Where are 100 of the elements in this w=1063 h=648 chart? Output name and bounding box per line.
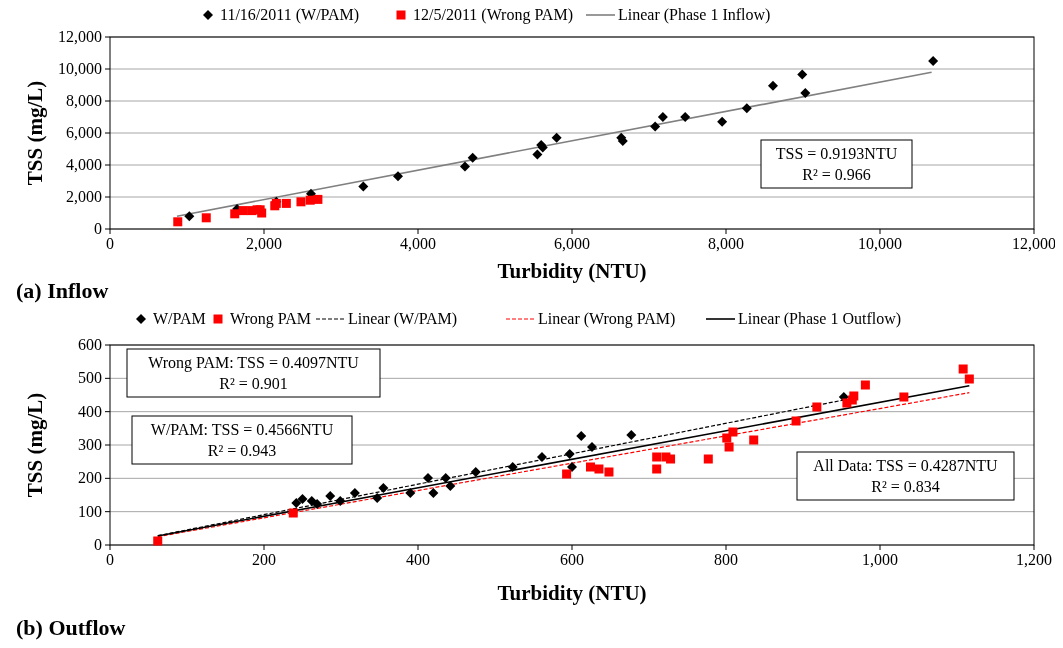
point <box>428 488 439 498</box>
point <box>703 454 713 464</box>
point <box>728 427 738 437</box>
point <box>325 491 336 501</box>
x-tick-label: 8,000 <box>708 235 744 252</box>
point <box>349 488 360 498</box>
point <box>567 462 577 472</box>
x-axis-title: Turbidity (NTU) <box>497 259 647 283</box>
point <box>378 483 389 493</box>
legend-label: W/PAM <box>153 310 206 327</box>
legend-label: Linear (Phase 1 Outflow) <box>738 310 902 328</box>
point <box>358 181 369 192</box>
x-tick-label: 600 <box>560 551 584 568</box>
point <box>405 488 416 498</box>
point <box>297 494 308 504</box>
point <box>392 171 403 182</box>
annotation: TSS = 0.9193NTU R² = 0.966 <box>775 145 898 183</box>
x-tick-label: 400 <box>406 551 430 568</box>
point <box>562 469 572 479</box>
point <box>724 442 734 452</box>
annotation: All Data: TSS = 0.4287NTU R² = 0.834 <box>813 457 999 495</box>
point <box>230 209 240 219</box>
point <box>564 449 575 459</box>
y-tick-label: 400 <box>78 402 102 420</box>
point <box>585 462 595 472</box>
y-tick-label: 10,000 <box>58 60 102 77</box>
legend-label: Linear (W/PAM) <box>348 310 458 328</box>
point <box>459 161 470 172</box>
x-tick-label: 4,000 <box>400 235 436 252</box>
y-tick-label: 12,000 <box>58 28 102 45</box>
point <box>652 464 662 474</box>
point <box>536 452 547 462</box>
x-tick-label: 10,000 <box>858 235 902 252</box>
y-tick-label: 100 <box>78 502 102 520</box>
legend-label: Linear (Wrong PAM) <box>538 310 676 328</box>
x-tick-label: 0 <box>106 551 114 568</box>
point <box>576 431 587 441</box>
point <box>958 364 968 374</box>
point <box>791 416 801 426</box>
y-axis-title: TSS (mg/L) <box>23 392 47 498</box>
y-tick-label: 300 <box>78 436 102 453</box>
point <box>666 454 676 464</box>
y-tick-label: 2,000 <box>66 188 102 205</box>
point <box>594 464 604 474</box>
y-tick-label: 4,000 <box>66 156 102 173</box>
point <box>626 430 637 440</box>
x-tick-label: 6,000 <box>554 235 590 252</box>
point <box>281 198 291 208</box>
point <box>440 473 451 483</box>
annotation: Wrong PAM: TSS = 0.4097NTU R² = 0.901 <box>148 354 360 392</box>
point <box>749 435 759 445</box>
y-tick-label: 600 <box>78 336 102 353</box>
point <box>306 496 317 506</box>
point <box>551 132 562 143</box>
point <box>800 88 811 98</box>
point <box>812 402 822 412</box>
x-tick-label: 12,000 <box>1012 235 1056 252</box>
point <box>313 194 323 204</box>
legend-label: 12/5/2011 (Wrong PAM) <box>413 6 573 24</box>
point <box>296 197 306 207</box>
point <box>201 213 211 223</box>
point <box>767 80 778 91</box>
legend-label: 11/16/2011 (W/PAM) <box>220 6 360 24</box>
y-axis-title: TSS (mg/L) <box>23 80 47 186</box>
x-tick-label: 2,000 <box>246 235 282 252</box>
point <box>604 467 614 477</box>
text: (b) Outflow <box>16 615 126 640</box>
annotation: W/PAM: TSS = 0.4566NTU R² = 0.943 <box>150 421 334 459</box>
y-tick-label: 8,000 <box>66 92 102 109</box>
x-tick-label: 1,200 <box>1016 551 1052 568</box>
y-tick-label: 6,000 <box>66 124 102 141</box>
x-axis-title: Turbidity (NTU) <box>497 581 647 605</box>
y-tick-label: 200 <box>78 469 102 487</box>
point <box>372 493 383 503</box>
point <box>173 217 183 227</box>
point <box>335 496 346 506</box>
point <box>507 462 518 472</box>
point <box>928 56 939 66</box>
y-tick-label: 0 <box>94 536 102 553</box>
point <box>467 152 478 163</box>
x-tick-label: 200 <box>252 551 276 568</box>
point <box>291 498 302 508</box>
point <box>650 121 661 132</box>
point <box>532 149 543 160</box>
point <box>860 380 870 390</box>
point <box>717 116 728 127</box>
point <box>849 391 859 401</box>
point <box>657 112 668 122</box>
point <box>153 536 163 546</box>
point <box>741 103 752 114</box>
legend-label: Wrong PAM <box>230 310 311 328</box>
y-tick-label: 500 <box>78 369 102 387</box>
point <box>184 211 195 222</box>
point <box>797 69 808 80</box>
point <box>652 452 662 462</box>
point <box>470 467 481 477</box>
legend-label: Linear (Phase 1 Inflow) <box>618 6 771 24</box>
point <box>680 112 691 122</box>
y-tick-label: 0 <box>94 220 102 237</box>
text: (a) Inflow <box>16 278 109 303</box>
